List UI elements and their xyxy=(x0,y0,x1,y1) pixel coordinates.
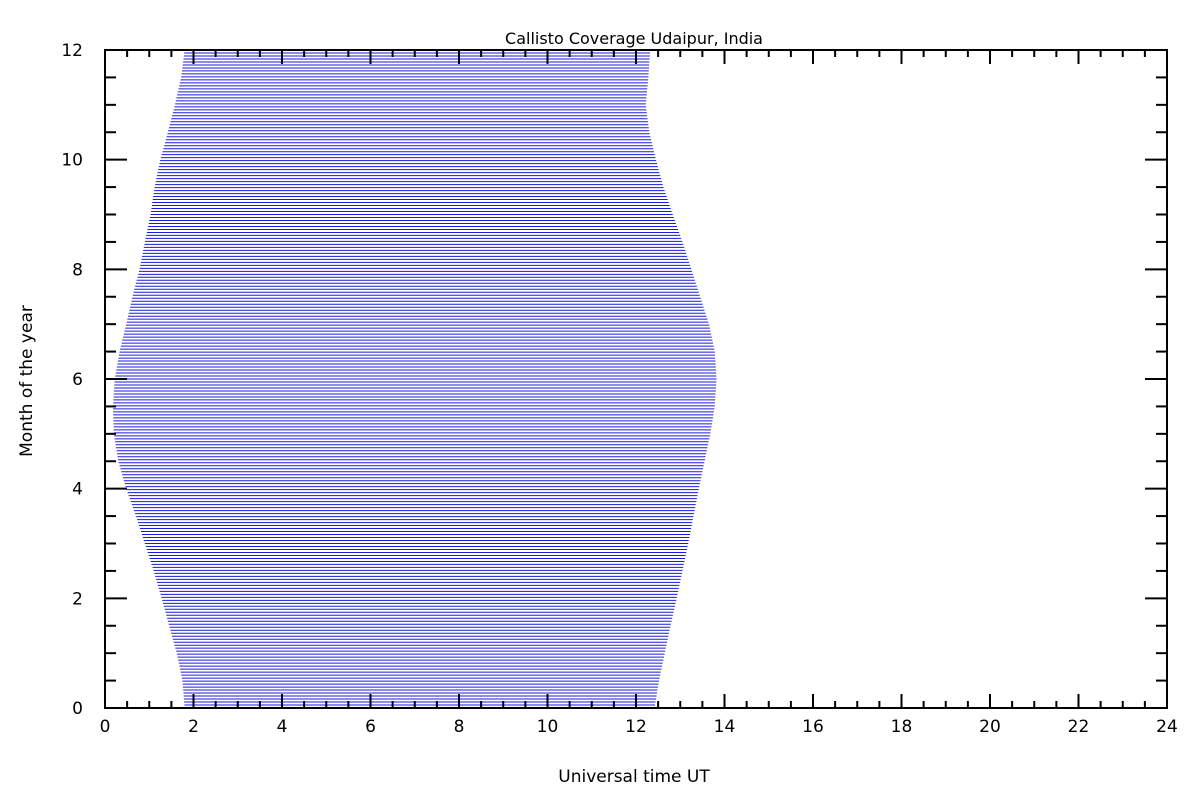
x-tick-label: 22 xyxy=(1068,717,1090,737)
y-tick-label: 2 xyxy=(72,589,83,609)
y-tick-label: 0 xyxy=(72,699,83,719)
x-tick-label: 24 xyxy=(1156,717,1178,737)
x-tick-label: 4 xyxy=(277,717,288,737)
x-tick-label: 20 xyxy=(979,717,1001,737)
y-tick-label: 12 xyxy=(61,41,83,61)
y-tick-label: 8 xyxy=(72,260,83,280)
plot-frame xyxy=(104,49,1168,709)
x-tick-label: 18 xyxy=(891,717,913,737)
x-tick-label: 12 xyxy=(625,717,647,737)
x-tick-label: 10 xyxy=(537,717,559,737)
x-tick-label: 6 xyxy=(365,717,376,737)
x-tick-label: 8 xyxy=(454,717,465,737)
y-axis-title: Month of the year xyxy=(17,305,37,457)
x-tick-label: 0 xyxy=(100,717,111,737)
axis-ticks xyxy=(104,49,1168,709)
y-tick-label: 4 xyxy=(72,480,83,500)
x-axis-title: Universal time UT xyxy=(558,767,710,787)
y-tick-label: 10 xyxy=(61,151,83,171)
coverage-fill-lines xyxy=(112,49,717,709)
chart-title: Callisto Coverage Udaipur, India xyxy=(505,29,763,48)
x-tick-label: 16 xyxy=(802,717,824,737)
y-tick-label: 6 xyxy=(72,370,83,390)
x-tick-label: 2 xyxy=(188,717,199,737)
x-tick-label: 14 xyxy=(714,717,736,737)
